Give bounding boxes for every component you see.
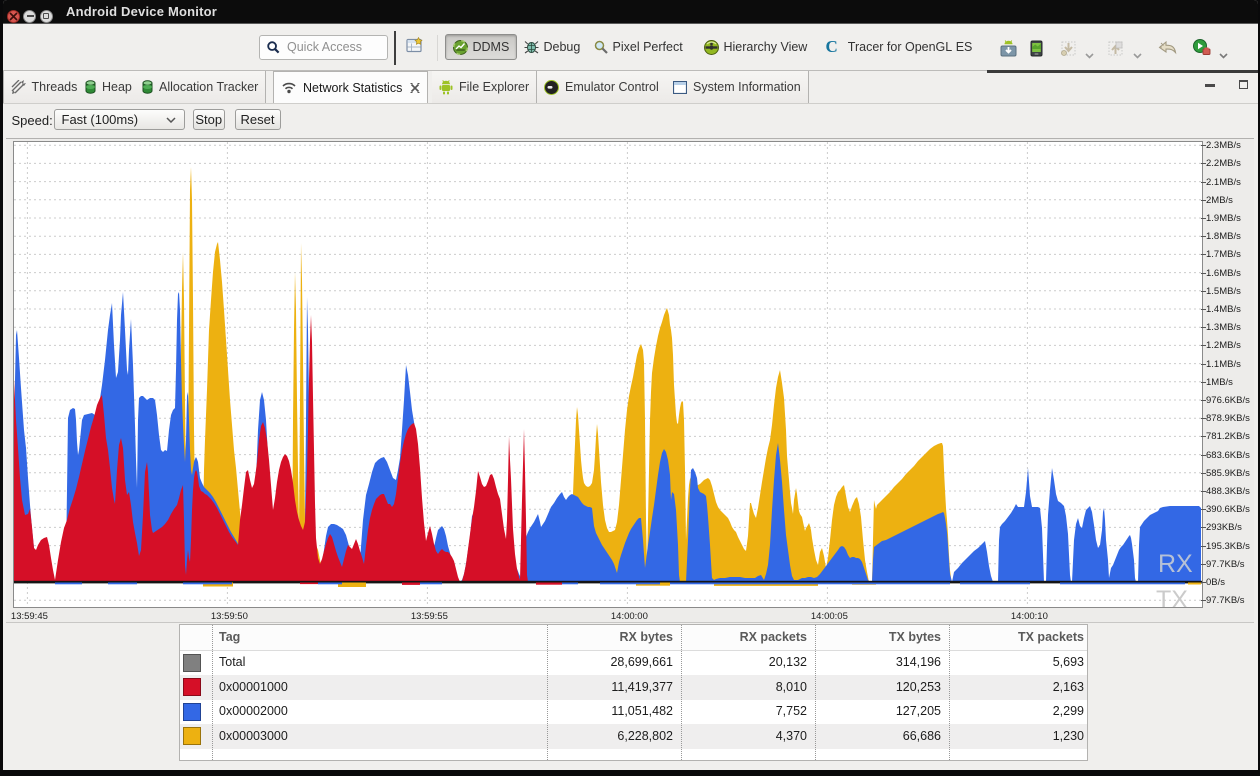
svg-text:RX: RX — [1158, 550, 1193, 578]
svg-text:TX: TX — [1156, 586, 1188, 607]
